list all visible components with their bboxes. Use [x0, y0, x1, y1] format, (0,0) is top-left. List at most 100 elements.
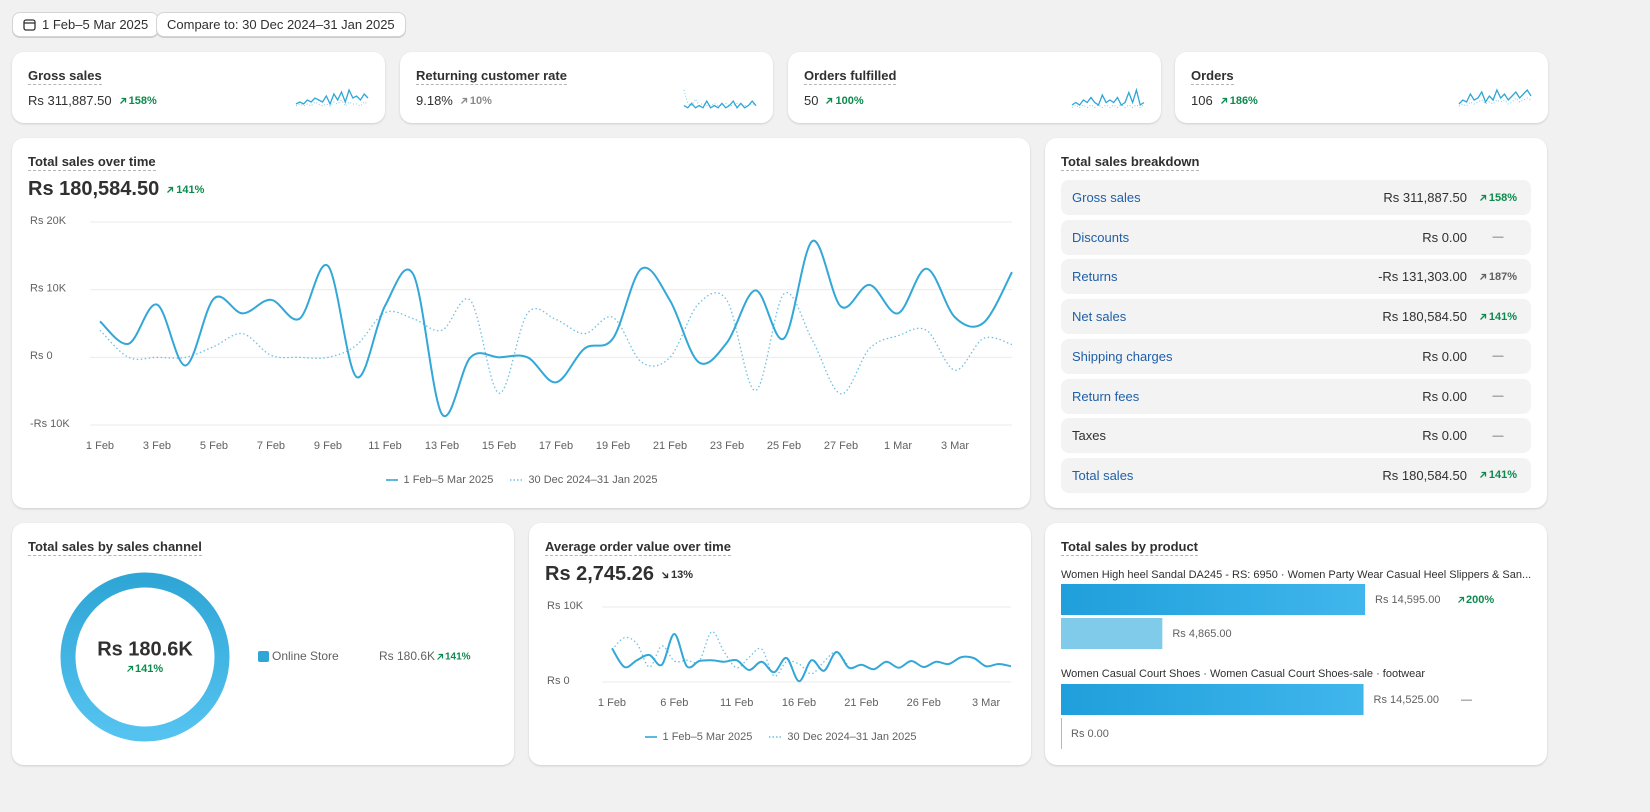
card-title: Total sales by sales channel	[28, 539, 202, 556]
card-title: Total sales over time	[28, 154, 156, 171]
series-line	[99, 291, 1013, 395]
legend-item: 30 Dec 2024–31 Jan 2025	[768, 731, 916, 743]
product-change: 200%	[1466, 594, 1494, 606]
x-tick-label: 19 Feb	[596, 440, 630, 452]
row-label[interactable]: Shipping charges	[1072, 348, 1173, 364]
breakdown-card: Total sales breakdown Gross sales Rs 311,8…	[1045, 138, 1547, 508]
x-tick-label: 21 Feb	[844, 697, 878, 709]
bar-label: Rs 14,525.00	[1374, 694, 1439, 706]
change: —	[1493, 390, 1504, 402]
sparkline-line	[1071, 87, 1145, 107]
change-value: —	[1492, 231, 1504, 244]
line-chart: -Rs 10K Rs 0 Rs 10K Rs 20K 1 Feb 3 Feb 5 Feb 7 …	[30, 215, 1013, 452]
x-tick-label: 16 Feb	[782, 697, 816, 709]
trend-arrow	[167, 186, 174, 193]
kpi-value: 9.18%	[416, 93, 453, 108]
row-change-cell: 187%	[1473, 271, 1531, 283]
legend-label: 1 Feb–5 Mar 2025	[403, 474, 494, 486]
x-tick-label: 13 Feb	[425, 440, 459, 452]
x-tick-label: 11 Feb	[720, 697, 753, 709]
x-tick-label: 1 Feb	[86, 440, 114, 452]
sparkline-line	[295, 88, 369, 106]
kpi-row: Rs 311,887.50 158%	[28, 93, 157, 108]
trend-arrow	[1479, 313, 1487, 320]
legend-item: 1 Feb–5 Mar 2025	[385, 474, 494, 486]
kpi-card: Orders 106 186%	[1175, 52, 1548, 123]
change-value: 186%	[1229, 94, 1258, 107]
x-tick-label: 1 Mar	[884, 440, 912, 452]
sparkline-line	[1071, 104, 1145, 109]
change-value: —	[1492, 350, 1504, 363]
change: 100%	[825, 95, 864, 107]
arrow	[826, 97, 833, 104]
arrow	[1479, 194, 1487, 201]
x-tick-label: 7 Feb	[257, 440, 285, 452]
arrow	[1479, 472, 1487, 479]
kpi-row: 106 186%	[1191, 93, 1258, 108]
legend-swatch	[769, 736, 782, 738]
row-label[interactable]: Total sales	[1072, 467, 1134, 483]
sales-channel-card: Total sales by sales channel Online Store…	[12, 523, 514, 765]
change-value: 141%	[1488, 310, 1518, 323]
kpi-title: Gross sales	[28, 68, 102, 85]
sparkline	[1071, 87, 1145, 109]
legend-label: 1 Feb–5 Mar 2025	[662, 731, 753, 743]
x-tick-label: 3 Feb	[143, 440, 171, 452]
row-change-cell: 158%	[1473, 192, 1531, 204]
change-value: —	[1492, 390, 1504, 402]
change: 141%	[166, 184, 204, 196]
row-change-cell: —	[1473, 350, 1531, 362]
sparkline	[1458, 88, 1532, 107]
row-value: Rs 0.00	[1422, 428, 1467, 444]
trend-arrow	[127, 665, 134, 672]
change-value: 187%	[1488, 270, 1518, 283]
arrow	[167, 186, 174, 193]
legend-change: 141%	[445, 652, 471, 663]
compare-range: Compare to: 30 Dec 2024–31 Jan 2025	[167, 17, 395, 32]
product-name: Women High heel Sandal DA245 - RS: 6950 …	[1061, 569, 1531, 581]
x-tick-label: 6 Feb	[660, 697, 688, 709]
kpi-value: 106	[1191, 93, 1213, 108]
sparkline-line	[683, 99, 757, 109]
x-tick-label: 3 Mar	[972, 697, 1000, 709]
trend-arrow	[1220, 97, 1227, 104]
row-label[interactable]: Discounts	[1072, 229, 1130, 245]
row-change-cell: —	[1473, 390, 1531, 402]
row-change-cell: —	[1473, 231, 1531, 243]
x-tick-label: 25 Feb	[767, 440, 801, 452]
change: 158%	[119, 95, 157, 107]
row-value: -Rs 131,303.00	[1378, 269, 1467, 285]
change: 141%	[1479, 469, 1517, 481]
kpi-row: 9.18% 10%	[416, 93, 492, 108]
x-tick-label: 27 Feb	[824, 440, 858, 452]
kpi-card: Returning customer rate 9.18% 10%	[400, 52, 773, 123]
arrow	[1220, 97, 1227, 104]
total-row: Rs 180,584.50 141%	[28, 178, 204, 201]
row-label[interactable]: Net sales	[1072, 309, 1127, 325]
series-line	[611, 632, 1012, 683]
x-tick-label: 9 Feb	[314, 440, 342, 452]
x-tick-label: 21 Feb	[653, 440, 687, 452]
total-value: Rs 2,745.26	[545, 563, 654, 585]
card-title: Total sales breakdown	[1061, 154, 1200, 171]
x-tick-label: 11 Feb	[368, 440, 401, 452]
breakdown-row: Total sales Rs 180,584.50 141%	[1061, 457, 1531, 493]
row-label[interactable]: Returns	[1072, 269, 1118, 285]
compare-button[interactable]: Compare to: 30 Dec 2024–31 Jan 2025	[156, 12, 406, 37]
change: 187%	[1479, 271, 1517, 283]
series-line	[99, 239, 1013, 418]
x-tick-label: 17 Feb	[539, 440, 573, 452]
trend-arrow	[119, 97, 126, 104]
row-label[interactable]: Gross sales	[1072, 190, 1141, 205]
kpi-title: Returning customer rate	[416, 68, 567, 85]
trend-arrow	[662, 571, 669, 578]
trend-arrow	[460, 97, 468, 104]
row-label[interactable]: Return fees	[1072, 388, 1140, 404]
breakdown-row: Gross sales Rs 311,887.50 158%	[1061, 180, 1531, 215]
change: 158%	[1479, 192, 1517, 204]
total-value: Rs 180,584.50	[28, 178, 160, 200]
donut-center-change: 141%	[135, 663, 163, 675]
date-range-button[interactable]: 1 Feb–5 Mar 2025	[12, 12, 160, 37]
change: 13%	[661, 569, 693, 581]
trend-arrow	[1479, 273, 1487, 280]
